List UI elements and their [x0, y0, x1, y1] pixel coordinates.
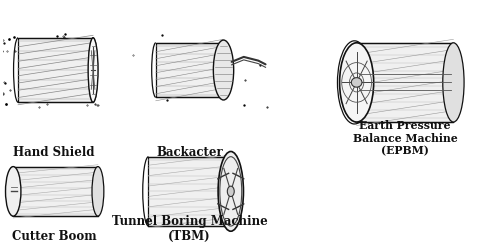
Text: Earth Pressure
Balance Machine
(EPBM): Earth Pressure Balance Machine (EPBM) — [353, 120, 457, 157]
Ellipse shape — [443, 43, 464, 122]
Ellipse shape — [225, 157, 237, 226]
Ellipse shape — [340, 43, 374, 122]
Bar — [148, 157, 231, 226]
Bar — [18, 38, 93, 102]
Ellipse shape — [89, 38, 98, 102]
Text: Backacter: Backacter — [156, 146, 223, 159]
Ellipse shape — [218, 151, 244, 231]
Bar — [357, 43, 453, 122]
Bar — [156, 43, 224, 97]
Ellipse shape — [351, 78, 362, 87]
Ellipse shape — [88, 38, 98, 102]
Text: Hand Shield: Hand Shield — [13, 146, 95, 159]
Ellipse shape — [213, 40, 234, 100]
Ellipse shape — [227, 186, 234, 196]
Ellipse shape — [220, 43, 227, 97]
Ellipse shape — [5, 167, 21, 216]
Ellipse shape — [92, 167, 104, 216]
Text: Cutter Boom: Cutter Boom — [12, 230, 97, 243]
Text: Tunnel Boring Machine
(TBM): Tunnel Boring Machine (TBM) — [112, 215, 267, 243]
Bar — [13, 167, 98, 216]
